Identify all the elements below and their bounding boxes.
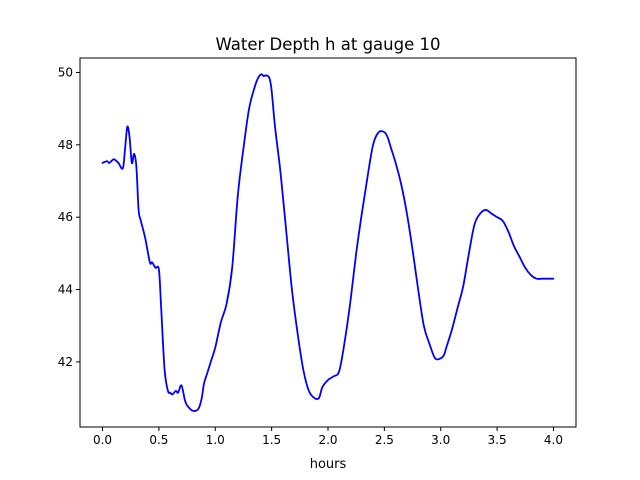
x-axis-label: hours [310, 457, 347, 472]
series-line [101, 73, 555, 412]
y-tick-label: 44 [58, 283, 73, 297]
x-tick-label: 0.0 [93, 433, 112, 447]
x-tick-label: 4.0 [544, 433, 563, 447]
x-tick-label: 1.5 [262, 433, 281, 447]
y-axis: 42 44 46 48 50 [58, 65, 80, 369]
x-tick-label: 3.0 [431, 433, 450, 447]
y-tick-label: 48 [58, 138, 73, 152]
x-tick-label: 2.0 [318, 433, 337, 447]
x-tick-label: 3.5 [488, 433, 507, 447]
plot-frame [79, 57, 577, 428]
x-tick-label: 0.5 [149, 433, 168, 447]
x-axis: 0.0 0.5 1.0 1.5 2.0 2.5 3.0 3.5 4.0 [93, 427, 563, 447]
chart-title: Water Depth h at gauge 10 [216, 35, 441, 54]
y-tick-label: 46 [58, 210, 73, 224]
x-tick-label: 1.0 [206, 433, 225, 447]
y-tick-label: 42 [58, 355, 73, 369]
x-tick-label: 2.5 [375, 433, 394, 447]
y-tick-label: 50 [58, 65, 73, 79]
